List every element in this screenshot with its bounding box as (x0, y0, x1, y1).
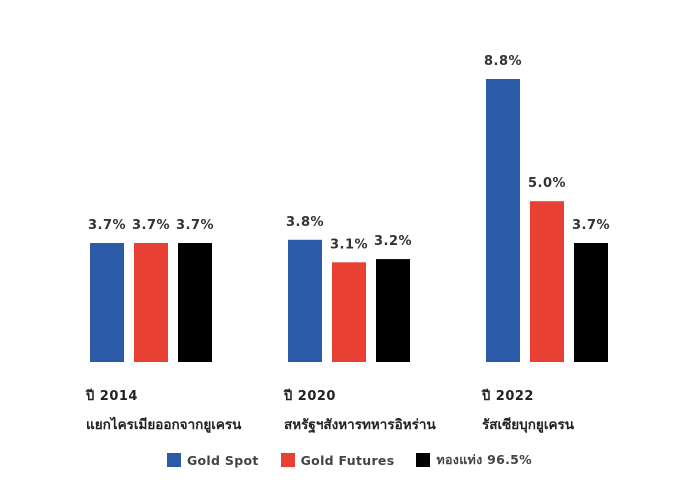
legend-label: ทองแท่ง 96.5% (436, 452, 533, 467)
data-label: 3.2% (374, 234, 412, 249)
category-labels-group: ปี 2014 แยกไครเมียออกจากยูเครน ปี 2020 สหรั… (85, 388, 575, 434)
bar (530, 201, 564, 362)
bar (574, 243, 608, 362)
bar (90, 243, 124, 362)
legend: Gold Spot Gold Futures ทองแท่ง 96.5% (0, 450, 699, 470)
legend-item-gold-futures: Gold Futures (280, 450, 395, 470)
legend-item-gold-bar-965: ทองแท่ง 96.5% (416, 450, 532, 470)
data-label: 3.7% (176, 218, 214, 233)
category-year-label: ปี 2022 (481, 388, 534, 404)
bar (332, 262, 366, 362)
legend-label: Gold Futures (300, 452, 395, 468)
data-label: 3.7% (88, 218, 126, 233)
bar (486, 79, 520, 362)
data-label: 5.0% (528, 176, 566, 191)
data-label: 3.8% (286, 215, 324, 230)
category-event-label: สหรัฐฯสังหารทหารอิหร่าน (284, 417, 436, 434)
value-labels-group: 3.7% 3.7% 3.7% 3.8% 3.1% 3.2% 8.8% 5.0% 3.7% (88, 54, 610, 252)
category-event-label: แยกไครเมียออกจากยูเครน (86, 416, 242, 433)
bar (376, 259, 410, 362)
data-label: 3.1% (330, 237, 368, 252)
bar (288, 239, 322, 362)
category-year-label: ปี 2014 (85, 388, 138, 404)
legend-item-gold-spot: Gold Spot (166, 450, 259, 470)
bars-group (90, 79, 608, 362)
bar (178, 243, 212, 362)
legend-swatch (416, 453, 431, 467)
legend-swatch (280, 453, 295, 467)
category-event-label: รัสเซียบุกยูเครน (482, 417, 575, 433)
data-label: 3.7% (572, 218, 610, 233)
legend-swatch (166, 453, 181, 467)
bar (134, 243, 168, 362)
data-label: 3.7% (132, 218, 170, 233)
legend-label: Gold Spot (186, 452, 259, 468)
data-label: 8.8% (484, 54, 522, 69)
category-year-label: ปี 2020 (283, 388, 336, 404)
